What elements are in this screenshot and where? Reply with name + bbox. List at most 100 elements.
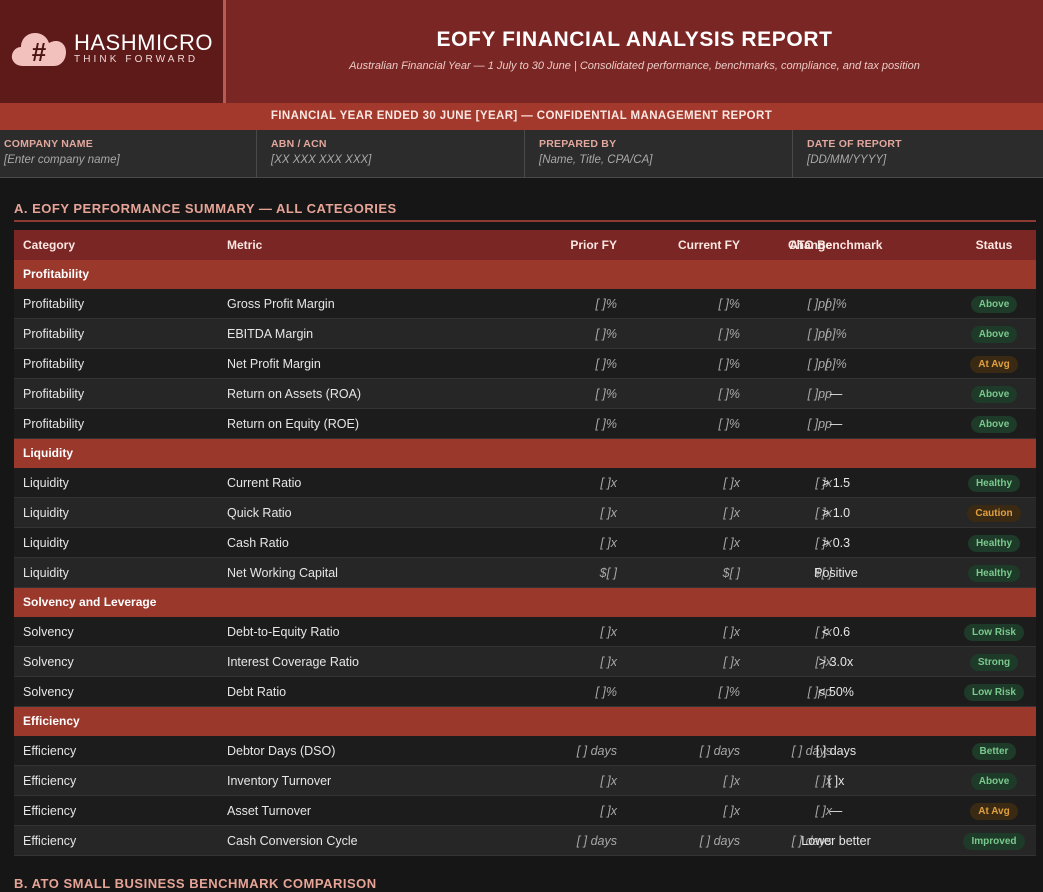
cell-prior-fy: [ ]x — [600, 536, 617, 550]
cell-current-fy: [ ]% — [718, 417, 740, 431]
cell-ato-benchmark: [ ] days — [815, 744, 857, 758]
cell-prior-fy: [ ] days — [576, 744, 617, 758]
cell-metric: Cash Conversion Cycle — [227, 834, 358, 848]
table-row: Profitability Gross Profit Margin [ ]% [ ]%… — [14, 289, 1036, 319]
info-company-name: COMPANY NAME [Enter company name] — [0, 130, 257, 178]
cell-category: Solvency — [23, 655, 74, 669]
status-badge: Improved — [963, 833, 1025, 851]
cell-metric: Debt Ratio — [227, 685, 287, 699]
cell-prior-fy: [ ]x — [600, 655, 617, 669]
table-row: Efficiency Asset Turnover[ ]x[ ]x[ ]x — At … — [14, 796, 1036, 826]
cell-change: [ ] days — [791, 834, 832, 848]
logo-wordmark: HASHMICRO — [74, 30, 213, 55]
cell-ato-benchmark: > 1.0 — [821, 506, 851, 520]
company-name-field[interactable]: [Enter company name] — [4, 154, 120, 166]
info-abn: ABN / ACN [XX XXX XXX XXX] — [257, 130, 525, 178]
cell-category: Efficiency — [23, 774, 77, 788]
cell-change: [ ]x — [815, 536, 832, 550]
cell-status: Low Risk — [944, 677, 1043, 707]
cell-category: Efficiency — [23, 804, 77, 818]
cell-metric: Debt-to-Equity Ratio — [227, 625, 340, 639]
cell-metric: Cash Ratio — [227, 536, 289, 550]
cell-status: Healthy — [944, 468, 1043, 498]
col-header-prior: Prior FY — [570, 238, 617, 252]
cell-ato-benchmark: — — [829, 804, 843, 818]
category-group-label: Liquidity — [23, 446, 73, 460]
cell-status: Healthy — [944, 528, 1043, 558]
cell-status: At Avg — [944, 796, 1043, 826]
table-row: Profitability Return on Assets (ROA) [ ]% [… — [14, 379, 1036, 409]
cell-current-fy: [ ]x — [723, 476, 740, 490]
cell-metric: Inventory Turnover — [227, 774, 332, 788]
cell-category: Liquidity — [23, 476, 69, 490]
cell-category: Solvency — [23, 625, 74, 639]
info-prepared-by: PREPARED BY [Name, Title, CPA/CA] — [525, 130, 793, 178]
abn-field[interactable]: [XX XXX XXX XXX] — [271, 154, 372, 166]
cell-current-fy: $[ ] — [722, 566, 740, 580]
cell-category: Profitability — [23, 387, 85, 401]
cell-category: Efficiency — [23, 834, 77, 848]
cell-ato-benchmark: [ ]% — [825, 357, 847, 371]
table-row: Solvency Debt Ratio [ ]% [ ]% [ ]pp < 50% Low … — [14, 677, 1036, 707]
info-label: PREPARED BY — [539, 138, 617, 150]
section-a-rule — [14, 220, 1036, 222]
report-date-field[interactable]: [DD/MM/YYYY] — [807, 154, 887, 166]
cell-status: Above — [944, 379, 1043, 409]
cell-prior-fy: [ ]% — [595, 327, 617, 341]
table-row: Efficiency Debtor Days (DSO)[ ] days[ ] d… — [14, 736, 1036, 766]
cell-status: Improved — [944, 826, 1043, 856]
cell-current-fy: [ ]x — [723, 804, 740, 818]
status-badge: Low Risk — [964, 684, 1024, 702]
cell-ato-benchmark: > 0.3 — [821, 536, 851, 550]
col-header-current: Current FY — [677, 238, 740, 252]
cell-metric: Gross Profit Margin — [227, 297, 335, 311]
cell-current-fy: [ ]% — [718, 357, 740, 371]
col-header-status: Status — [975, 238, 1013, 252]
cell-status: Healthy — [944, 558, 1043, 588]
cell-prior-fy: [ ]% — [595, 685, 617, 699]
section-b-title: B. ATO SMALL BUSINESS BENCHMARK COMPARIS… — [14, 876, 377, 891]
table-row: Efficiency Cash Conversion Cycle [ ] days [… — [14, 826, 1036, 856]
cell-ato-benchmark: [ ]x — [827, 774, 845, 788]
cell-current-fy: [ ] days — [699, 834, 740, 848]
table-row: Liquidity Net Working Capital $[ ] $[ ] $[ ]… — [14, 558, 1036, 588]
table-row: Solvency Interest Coverage Ratio [ ]x [ ]x [… — [14, 647, 1036, 677]
col-header-metric: Metric — [227, 238, 263, 252]
cell-ato-benchmark: Lower better — [801, 834, 871, 848]
cell-metric: Return on Equity (ROE) — [227, 417, 359, 431]
cell-status: Above — [944, 289, 1043, 319]
cell-status: Above — [944, 766, 1043, 796]
category-group-row: Efficiency — [14, 707, 1036, 736]
cell-change: [ ]pp — [807, 685, 832, 699]
report-info-strip: COMPANY NAME [Enter company name] ABN / … — [0, 130, 1043, 178]
cell-metric: Net Working Capital — [227, 566, 338, 580]
cell-prior-fy: [ ]% — [595, 417, 617, 431]
status-badge: Above — [970, 326, 1018, 344]
header-divider — [223, 0, 226, 103]
cell-metric: Current Ratio — [227, 476, 302, 490]
cell-status: Better — [944, 736, 1043, 766]
table-header-row: Category Metric Prior FY Current FY Chan… — [14, 230, 1036, 260]
cell-status: Low Risk — [944, 617, 1043, 647]
report-header: # HASHMICRO THINK FORWARD EOFY FINANCIAL… — [0, 0, 1043, 103]
info-label: COMPANY NAME — [4, 138, 93, 150]
cell-prior-fy: $[ ] — [599, 566, 617, 580]
confidential-banner: FINANCIAL YEAR ENDED 30 JUNE [YEAR] — CO… — [0, 103, 1043, 130]
prepared-by-field[interactable]: [Name, Title, CPA/CA] — [539, 154, 653, 166]
table-row: Liquidity Current Ratio[ ]x[ ]x[ ]x > 1.5 H… — [14, 468, 1036, 498]
cell-category: Liquidity — [23, 536, 69, 550]
status-badge: Healthy — [967, 565, 1021, 583]
cell-change: [ ]pp — [807, 357, 832, 371]
status-badge: Strong — [969, 654, 1019, 672]
table-row: Liquidity Cash Ratio[ ]x[ ]x[ ]x > 0.3 Heal… — [14, 528, 1036, 558]
table-row: Profitability Net Profit Margin[ ]%[ ]%[ … — [14, 349, 1036, 379]
cell-status: Caution — [944, 498, 1043, 528]
info-label: DATE OF REPORT — [807, 138, 902, 150]
cell-metric: Asset Turnover — [227, 804, 312, 818]
category-group-label: Solvency and Leverage — [23, 595, 157, 609]
cell-current-fy: [ ]x — [723, 506, 740, 520]
cell-prior-fy: [ ]% — [595, 297, 617, 311]
cell-current-fy: [ ]% — [718, 297, 740, 311]
cell-prior-fy: [ ]x — [600, 476, 617, 490]
table-row: Efficiency Inventory Turnover[ ]x[ ]x[ ]x… — [14, 766, 1036, 796]
